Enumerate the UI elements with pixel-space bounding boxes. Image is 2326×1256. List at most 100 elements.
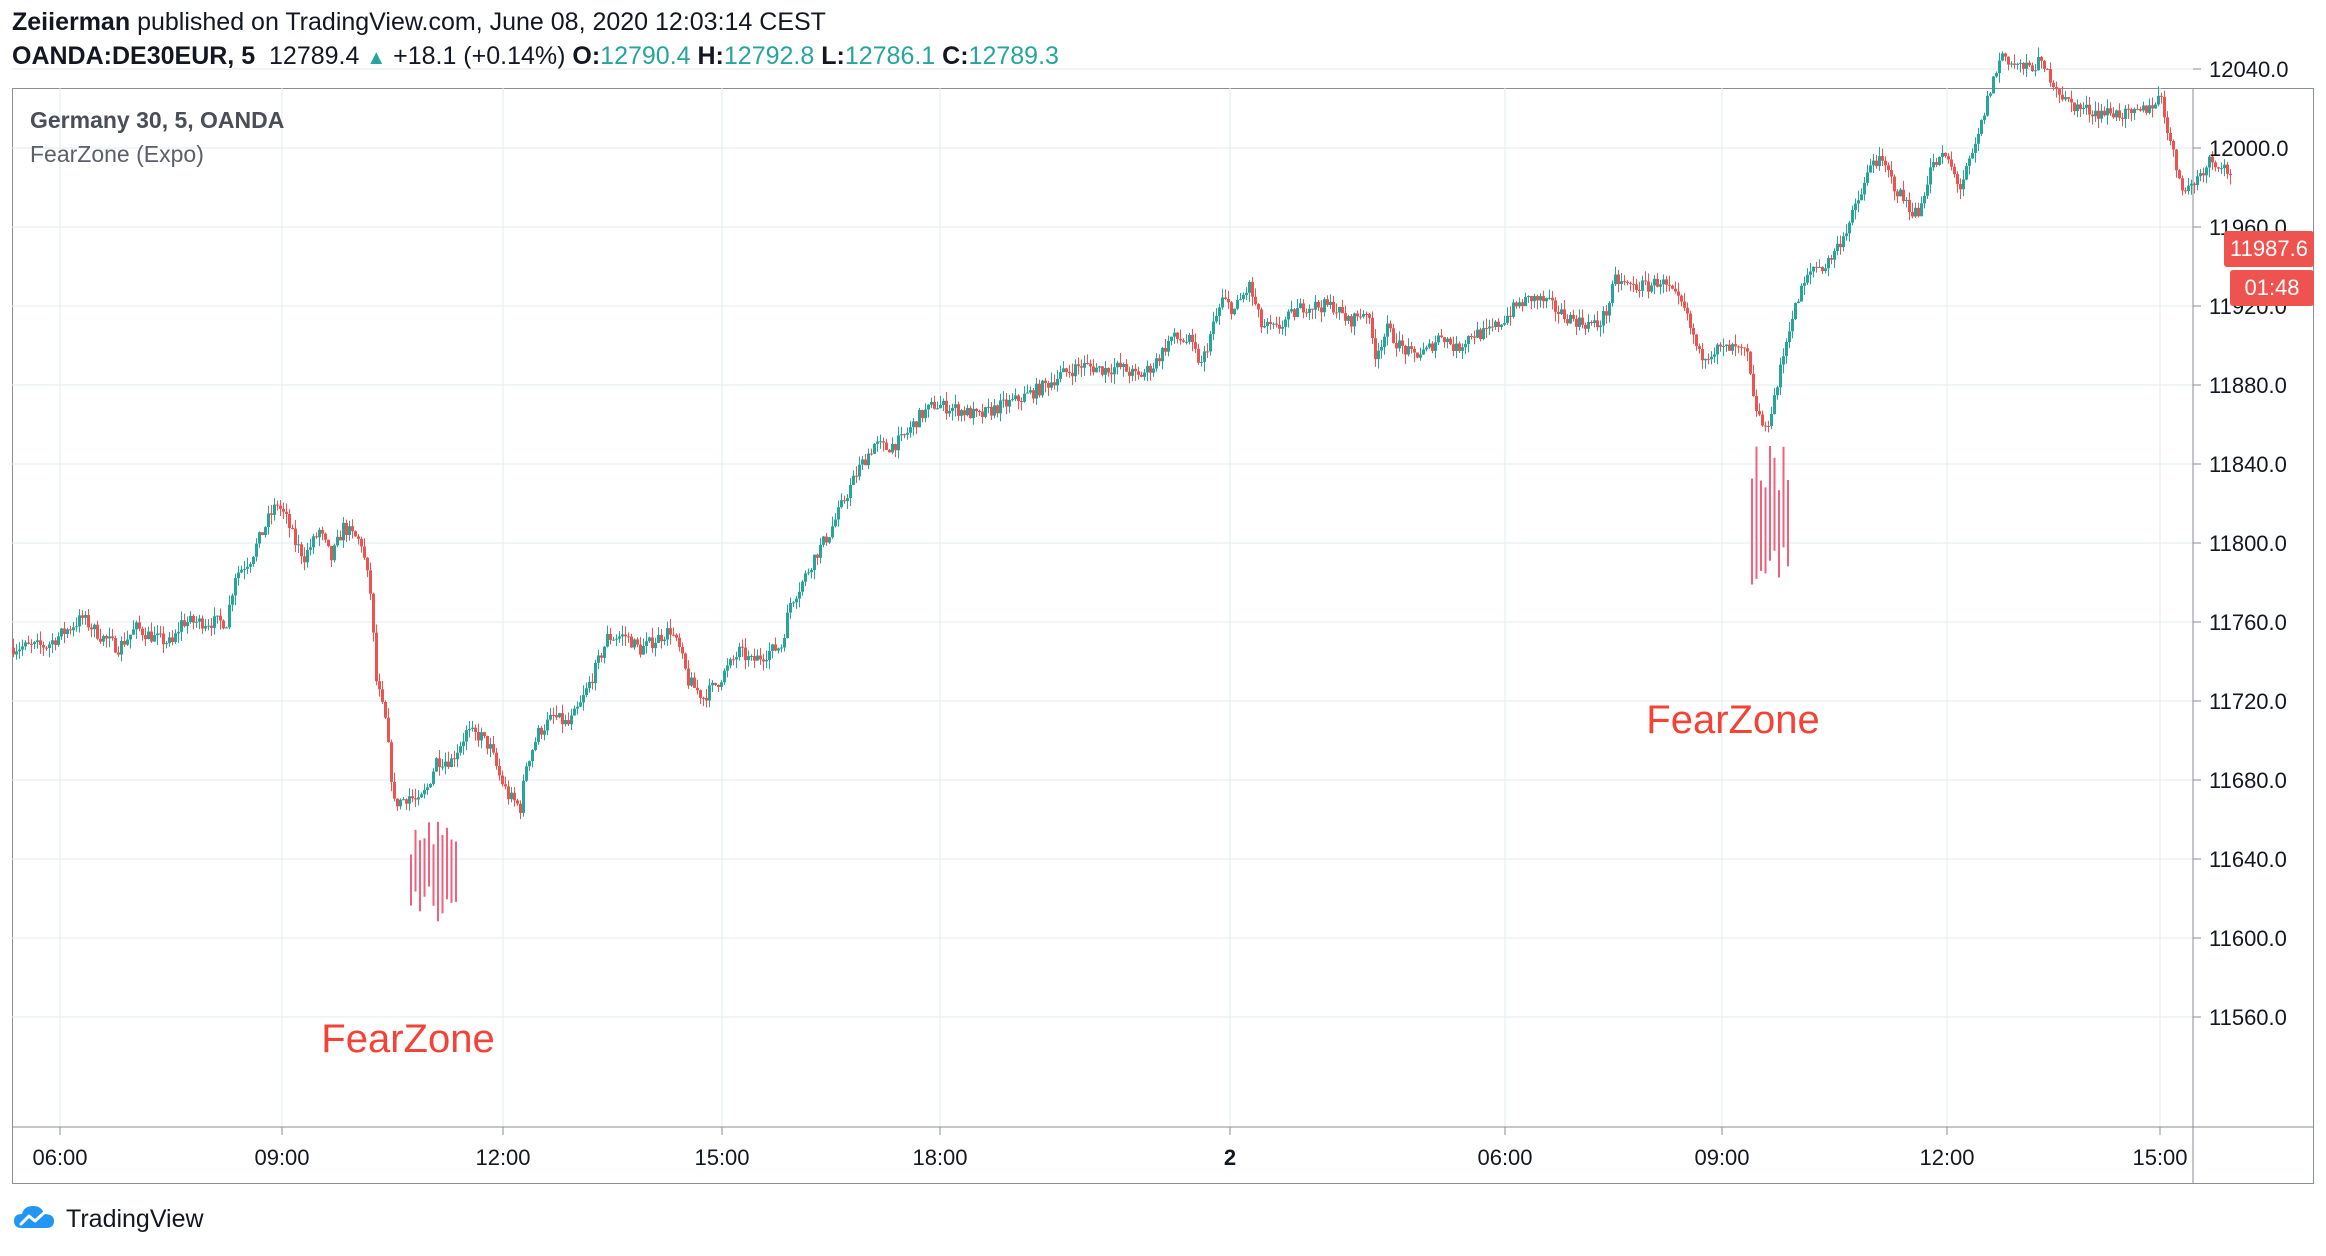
candle-body bbox=[912, 421, 915, 428]
candle-body bbox=[105, 635, 108, 639]
candle-body bbox=[327, 539, 330, 547]
candle-body bbox=[27, 642, 30, 644]
candle-body bbox=[1200, 361, 1203, 363]
candle-body bbox=[324, 533, 327, 540]
candle-body bbox=[534, 741, 537, 751]
candle-body bbox=[996, 405, 999, 414]
indicator-legend[interactable]: FearZone (Expo) bbox=[30, 141, 204, 167]
candle-body bbox=[1701, 349, 1704, 361]
candle-body bbox=[711, 682, 714, 686]
candle-body bbox=[255, 543, 258, 557]
candle-body bbox=[1902, 189, 1905, 202]
candle-body bbox=[402, 799, 405, 801]
candle-body bbox=[1341, 307, 1344, 314]
candle-body bbox=[1653, 278, 1656, 286]
candle-body bbox=[1869, 165, 1872, 173]
candle-body bbox=[1557, 311, 1560, 315]
candle-body bbox=[1929, 167, 1932, 185]
candle-body bbox=[1617, 274, 1620, 285]
candle-body bbox=[1116, 362, 1119, 368]
candle-body bbox=[909, 427, 912, 433]
candle-body bbox=[1758, 411, 1761, 415]
candle-body bbox=[252, 556, 255, 565]
candle-body bbox=[1704, 358, 1707, 361]
candle-body bbox=[546, 719, 549, 731]
candle-body bbox=[1005, 399, 1008, 407]
candle-body bbox=[552, 714, 555, 716]
candle-body bbox=[582, 694, 585, 703]
candle-body bbox=[1395, 342, 1398, 349]
candle-body bbox=[1056, 378, 1059, 386]
candle-body bbox=[1515, 302, 1518, 307]
candle-body bbox=[1875, 160, 1878, 167]
candle-body bbox=[1371, 317, 1374, 339]
time-tick-label: 09:00 bbox=[254, 1145, 309, 1170]
candle-body bbox=[429, 783, 432, 788]
candle-body bbox=[837, 507, 840, 520]
candle-body bbox=[1803, 282, 1806, 286]
candle-body bbox=[297, 544, 300, 546]
candle-body bbox=[1827, 258, 1830, 269]
candle-body bbox=[555, 715, 558, 718]
candle-body bbox=[2046, 68, 2049, 70]
candle-body bbox=[1035, 383, 1038, 399]
tradingview-cloud-icon bbox=[12, 1202, 58, 1237]
candle-body bbox=[630, 636, 633, 648]
candle-body bbox=[1071, 372, 1074, 377]
candle-body bbox=[987, 406, 990, 408]
candle-body bbox=[24, 642, 27, 647]
candle-body bbox=[1326, 299, 1329, 305]
time-tick-label: 2 bbox=[1224, 1145, 1236, 1170]
candle-body bbox=[1077, 364, 1080, 367]
candle-body bbox=[699, 690, 702, 698]
candle-body bbox=[1812, 266, 1815, 272]
candle-body bbox=[1188, 334, 1191, 342]
candle-body bbox=[2013, 63, 2016, 65]
candle-body bbox=[822, 536, 825, 545]
candle-body bbox=[684, 653, 687, 669]
candle-body bbox=[990, 406, 993, 416]
candle-body bbox=[717, 684, 720, 687]
candle-body bbox=[2043, 60, 2046, 69]
candle-body bbox=[459, 746, 462, 753]
symbol-name: OANDA:DE30EUR, 5 bbox=[12, 42, 256, 70]
candle-body bbox=[354, 531, 357, 537]
candle-body bbox=[756, 655, 759, 661]
candle-body bbox=[855, 475, 858, 477]
price-tick-label: 11640.0 bbox=[2209, 847, 2287, 872]
candle-body bbox=[1737, 346, 1740, 348]
candle-body bbox=[189, 615, 192, 623]
candle-body bbox=[93, 624, 96, 630]
candle-series bbox=[12, 47, 2232, 820]
candle-body bbox=[1446, 338, 1449, 343]
chart-frame[interactable] bbox=[12, 88, 2314, 1184]
candle-body bbox=[2124, 108, 2127, 119]
candle-body bbox=[1137, 371, 1140, 375]
candle-body bbox=[1479, 329, 1482, 340]
time-tick-label: 09:00 bbox=[1694, 1145, 1749, 1170]
candle-body bbox=[1932, 162, 1935, 168]
candle-body bbox=[1041, 380, 1044, 396]
candle-body bbox=[1530, 295, 1533, 302]
candle-body bbox=[1956, 174, 1959, 185]
candle-body bbox=[1473, 336, 1476, 338]
candle-body bbox=[72, 627, 75, 631]
candle-body bbox=[1662, 279, 1665, 285]
candle-body bbox=[330, 546, 333, 561]
candle-body bbox=[2229, 173, 2232, 176]
open-value: 12790.4 bbox=[600, 42, 691, 70]
candle-body bbox=[1239, 299, 1242, 301]
candle-body bbox=[1845, 233, 1848, 237]
candle-body bbox=[339, 536, 342, 541]
high-label: H: bbox=[697, 42, 724, 70]
candle-body bbox=[495, 752, 498, 766]
low-label: L: bbox=[821, 42, 845, 70]
candle-body bbox=[789, 603, 792, 613]
candle-body bbox=[1887, 165, 1890, 171]
candle-body bbox=[930, 401, 933, 405]
candle-body bbox=[438, 758, 441, 768]
candle-body bbox=[462, 741, 465, 747]
candle-body bbox=[1038, 383, 1041, 396]
candle-body bbox=[2190, 183, 2193, 186]
